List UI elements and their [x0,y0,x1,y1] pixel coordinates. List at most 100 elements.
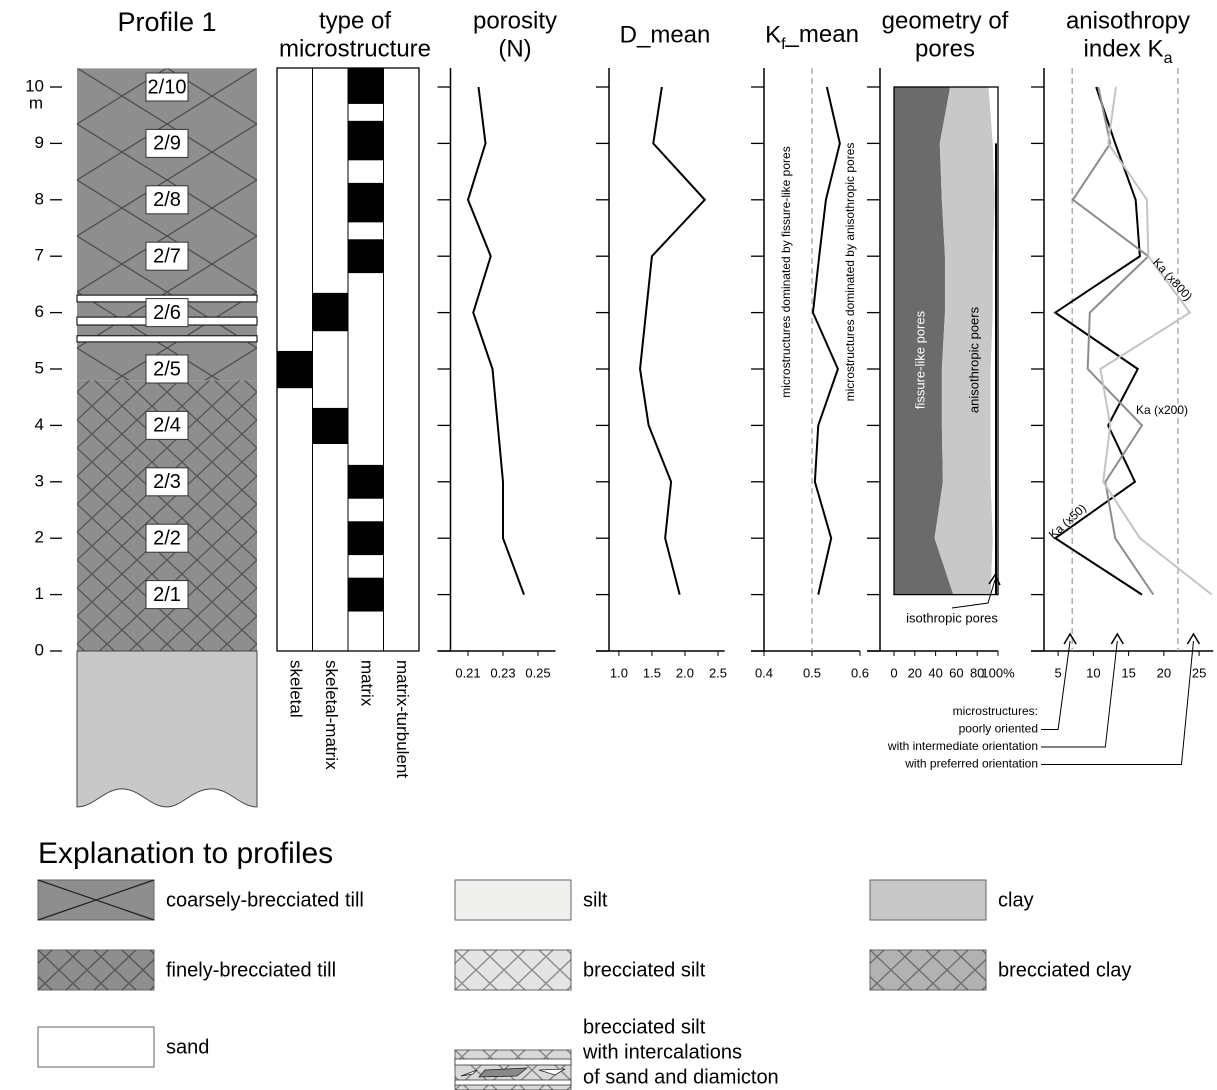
x-tick-label: 0 [890,665,897,680]
interval [348,521,384,556]
panel-title: type of [319,7,391,34]
x-tick-label: 0.23 [490,665,515,680]
legend-lens [478,1067,529,1078]
category-label: matrix-turbulent [393,660,412,778]
sample-label: 2/10 [148,76,187,98]
sample-label: 2/3 [153,471,181,493]
legend-swatch [454,879,572,921]
depth-label: 1 [35,584,44,603]
sample-box [145,72,189,102]
stacked-area [934,87,995,595]
x-tick-label: 80 [970,665,984,680]
legend-band [454,1058,572,1066]
leader-line [951,579,996,609]
orientation-note: microstructures: [953,704,1038,718]
x-tick-label: 2.5 [709,665,727,680]
depth-label: 2 [35,528,44,547]
depth-label: 9 [35,133,44,152]
orientation-arrow [1063,632,1077,645]
depth-unit: m [29,93,43,112]
sample-label: 2/1 [153,584,181,606]
depth-label: 0 [35,640,44,659]
interval [348,464,384,499]
panel-title: pores [915,35,975,62]
series-label: Ka (x800) [1150,255,1195,303]
leader-line [1041,640,1071,730]
x-tick-label: 5 [1054,665,1061,680]
x-tick-label: 0.4 [755,665,773,680]
category-label: skeletal [286,660,305,718]
data-line [639,86,707,595]
orientation-note: with preferred orientation [904,757,1038,771]
data-line [1071,86,1155,596]
category-label: matrix [357,660,376,707]
depth-label: 10 [25,76,44,95]
panel-title: Profile 1 [117,7,216,37]
profile-layer [76,650,258,808]
orientation-note: poorly oriented [959,722,1038,736]
leader-arrow [988,573,1001,586]
x-tick-label: 100% [981,665,1015,680]
legend-swatch [869,949,987,991]
sample-box [145,354,189,384]
x-tick-label: 0.21 [455,665,480,680]
panel-title: microstructure [279,35,431,62]
profile-pattern [77,68,257,381]
series-label: Ka (x50) [1046,501,1089,542]
x-tick-label: 20 [908,665,922,680]
sample-label: 2/9 [153,133,181,155]
series-label: fissure-like pores [912,310,927,409]
panel-title: (N) [498,35,531,62]
interval [348,577,384,612]
x-tick-label: 60 [949,665,963,680]
data-line [1053,86,1143,596]
panel-title: geometry of [882,7,1009,34]
sample-box [145,128,189,158]
x-tick-label: 15 [1121,665,1135,680]
depth-label: 7 [35,246,44,265]
leader-line [1041,640,1194,765]
interval [277,350,313,389]
interval [312,292,348,332]
panel-title: anisothropy [1066,7,1190,34]
sample-label: 2/4 [153,415,181,437]
legend-label: silt [583,889,608,911]
sample-label: 2/6 [153,302,181,324]
annotation: microstructures dominated by anisothropi… [843,143,857,402]
legend-pattern [870,950,986,990]
legend-swatch [37,949,155,991]
legend-lens [460,1069,478,1077]
title-suffix: _mean [785,21,859,48]
x-tick-label: 2.0 [676,665,694,680]
series-label: anisothropic poers [966,306,981,413]
legend-label: finely-brecciated till [166,959,336,981]
sample-box [145,580,189,610]
legend-title: Explanation to profiles [38,837,333,870]
legend-pattern [38,950,154,990]
profile-layer [76,335,258,343]
panel-title: Kf_mean [765,21,859,52]
data-line [811,86,841,595]
sample-box [145,467,189,497]
series-label: isothropic pores [906,610,998,625]
interval [348,120,384,161]
x-tick-label: 0.25 [525,665,550,680]
legend-pattern [455,950,571,990]
legend-label: brecciated clay [998,959,1131,981]
sample-label: 2/2 [153,527,181,549]
legend-label: clay [998,889,1034,911]
sample-box [145,410,189,440]
depth-label: 3 [35,471,44,490]
sample-box [145,185,189,215]
data-line [466,86,525,595]
legend-label: coarsely-brecciated till [166,889,364,911]
x-tick-label: 0.6 [851,665,869,680]
sample-label: 2/5 [153,358,181,380]
title-subscript: a [1164,50,1173,67]
series-label: Ka (x200) [1136,403,1188,417]
legend-band [454,1079,572,1086]
legend-lens [538,1068,566,1076]
legend-label: brecciated silt [583,959,706,981]
x-tick-label: 40 [928,665,942,680]
